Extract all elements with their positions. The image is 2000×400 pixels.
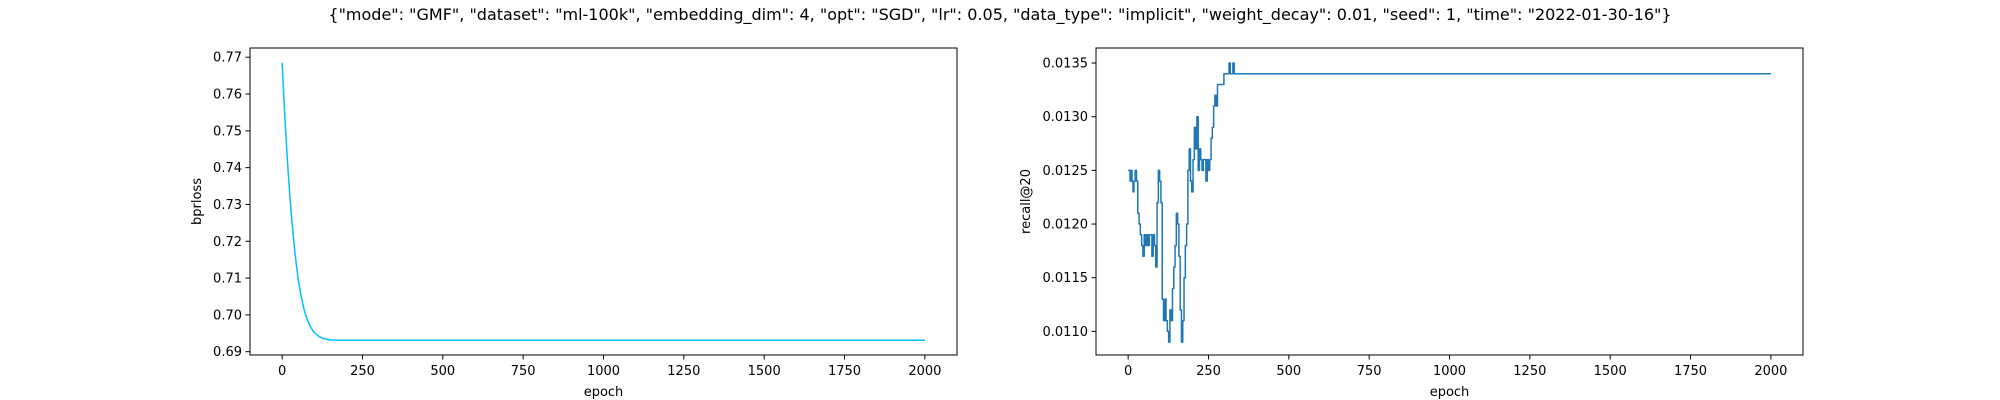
bprloss-y-axis-label: bprloss	[190, 178, 205, 225]
bprloss-y-tick-label: 0.73	[213, 198, 242, 213]
figure-suptitle: {"mode": "GMF", "dataset": "ml-100k", "e…	[328, 5, 1671, 25]
bprloss-y-tick-label: 0.71	[213, 272, 242, 287]
bprloss-y-tick-label: 0.77	[213, 51, 242, 66]
recall-x-tick-label: 1000	[1433, 364, 1466, 379]
bprloss-x-tick-label: 2000	[908, 364, 941, 379]
bprloss-x-tick-label: 500	[430, 364, 455, 379]
bprloss-x-tick-label: 0	[278, 364, 286, 379]
recall-x-tick-label: 2000	[1754, 364, 1787, 379]
recall-x-tick-label: 500	[1276, 364, 1301, 379]
recall-y-tick-label: 0.0110	[1043, 325, 1089, 340]
bprloss-y-tick-label: 0.76	[213, 88, 242, 103]
bprloss-lines	[281, 62, 925, 342]
recall-plot-frame	[1095, 47, 1804, 356]
recall-y-tick-label: 0.0125	[1043, 164, 1089, 179]
bprloss-y-tick-label: 0.70	[213, 308, 242, 323]
recall-x-ticks: 0 250 500 750 1000 1250 1500 1750 2000	[1124, 355, 1787, 379]
bprloss-x-tick-label: 1750	[828, 364, 861, 379]
bprloss-y-tick-label: 0.72	[213, 235, 242, 250]
bprloss-x-tick-label: 1250	[667, 364, 700, 379]
bprloss-x-tick-label: 1000	[587, 364, 620, 379]
recall-x-tick-label: 250	[1196, 364, 1221, 379]
bprloss-x-axis-label: epoch	[584, 385, 624, 400]
bprloss-y-tick-label: 0.69	[213, 345, 242, 360]
recall-y-tick-label: 0.0135	[1043, 57, 1089, 72]
recall-x-axis-label: epoch	[1430, 385, 1470, 400]
recall-y-tick-label: 0.0120	[1043, 218, 1089, 233]
recall-series-line	[1128, 62, 1771, 343]
recall-y-tick-label: 0.0115	[1043, 271, 1089, 286]
recall-y-ticks: 0.0110 0.0115 0.0120 0.0125 0.0130 0.0135	[1043, 57, 1096, 340]
bprloss-x-ticks: 0 250 500 750 1000 1250 1500 1750 2000	[278, 355, 941, 379]
recall-chart: 0 250 500 750 1000 1250 1500 1750 2000 0.01100.0…	[1019, 47, 1804, 400]
bprloss-y-tick-label: 0.75	[213, 124, 242, 139]
bprloss-y-tick-label: 0.74	[213, 161, 242, 176]
recall-x-tick-label: 1500	[1594, 364, 1627, 379]
bprloss-y-ticks: 0.69 0.70 0.71 0.72 0.73 0.74 0.75 0.76 0.77	[213, 51, 250, 360]
bprloss-chart: 0 250 500 750 1000 1250 1500 1750 2000 0.690.700…	[190, 47, 958, 400]
recall-x-tick-label: 0	[1124, 364, 1132, 379]
recall-y-tick-label: 0.0130	[1043, 110, 1089, 125]
bprloss-x-tick-label: 250	[350, 364, 375, 379]
bprloss-series-line	[281, 62, 925, 342]
bprloss-plot-frame	[249, 47, 958, 356]
recall-x-tick-label: 750	[1357, 364, 1382, 379]
bprloss-x-tick-label: 750	[511, 364, 536, 379]
bprloss-x-tick-label: 1500	[748, 364, 781, 379]
recall-lines	[1128, 62, 1771, 343]
recall-x-tick-label: 1750	[1674, 364, 1707, 379]
recall-x-tick-label: 1250	[1513, 364, 1546, 379]
recall-y-axis-label: recall@20	[1019, 169, 1034, 234]
